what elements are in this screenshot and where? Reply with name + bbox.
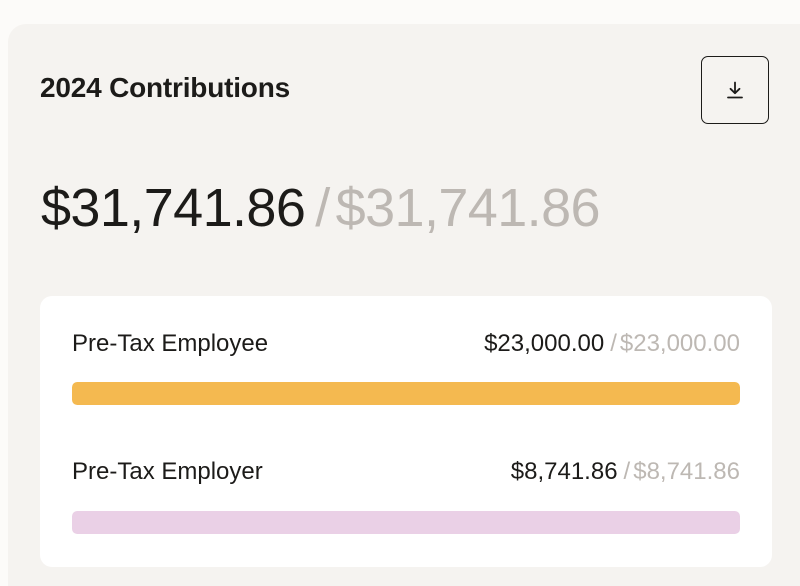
progress-fill-employee bbox=[72, 382, 740, 405]
row-current-employee: $23,000.00 bbox=[484, 330, 605, 357]
download-icon bbox=[725, 80, 745, 100]
breakdown-panel: Pre-Tax Employee $23,000.00/$23,000.00 P… bbox=[40, 296, 772, 567]
total-current: $31,741.86 bbox=[41, 178, 306, 238]
total-limit: $31,741.86 bbox=[335, 178, 601, 238]
total-separator: / bbox=[315, 178, 330, 238]
row-label-employee: Pre-Tax Employee bbox=[72, 330, 269, 357]
download-button[interactable] bbox=[701, 56, 769, 124]
progress-bar-employer bbox=[72, 511, 740, 534]
row-limit-employee: $23,000.00 bbox=[619, 330, 740, 357]
row-values-employer: $8,741.86/$8,741.86 bbox=[511, 457, 740, 487]
card-title: 2024 Contributions bbox=[40, 72, 290, 103]
row-separator-employer: / bbox=[623, 458, 631, 485]
progress-bar-employee bbox=[72, 382, 740, 405]
row-current-employer: $8,741.86 bbox=[510, 458, 618, 485]
progress-fill-employer bbox=[72, 511, 740, 534]
contributions-card: 2024 Contributions $31,741.86/$31,741.86… bbox=[8, 24, 800, 586]
row-separator-employee: / bbox=[610, 330, 617, 357]
row-label-employer: Pre-Tax Employer bbox=[72, 458, 263, 485]
total-contributions: $31,741.86/$31,741.86 bbox=[41, 176, 601, 240]
row-limit-employer: $8,741.86 bbox=[633, 458, 740, 485]
row-values-employee: $23,000.00/$23,000.00 bbox=[484, 329, 740, 359]
